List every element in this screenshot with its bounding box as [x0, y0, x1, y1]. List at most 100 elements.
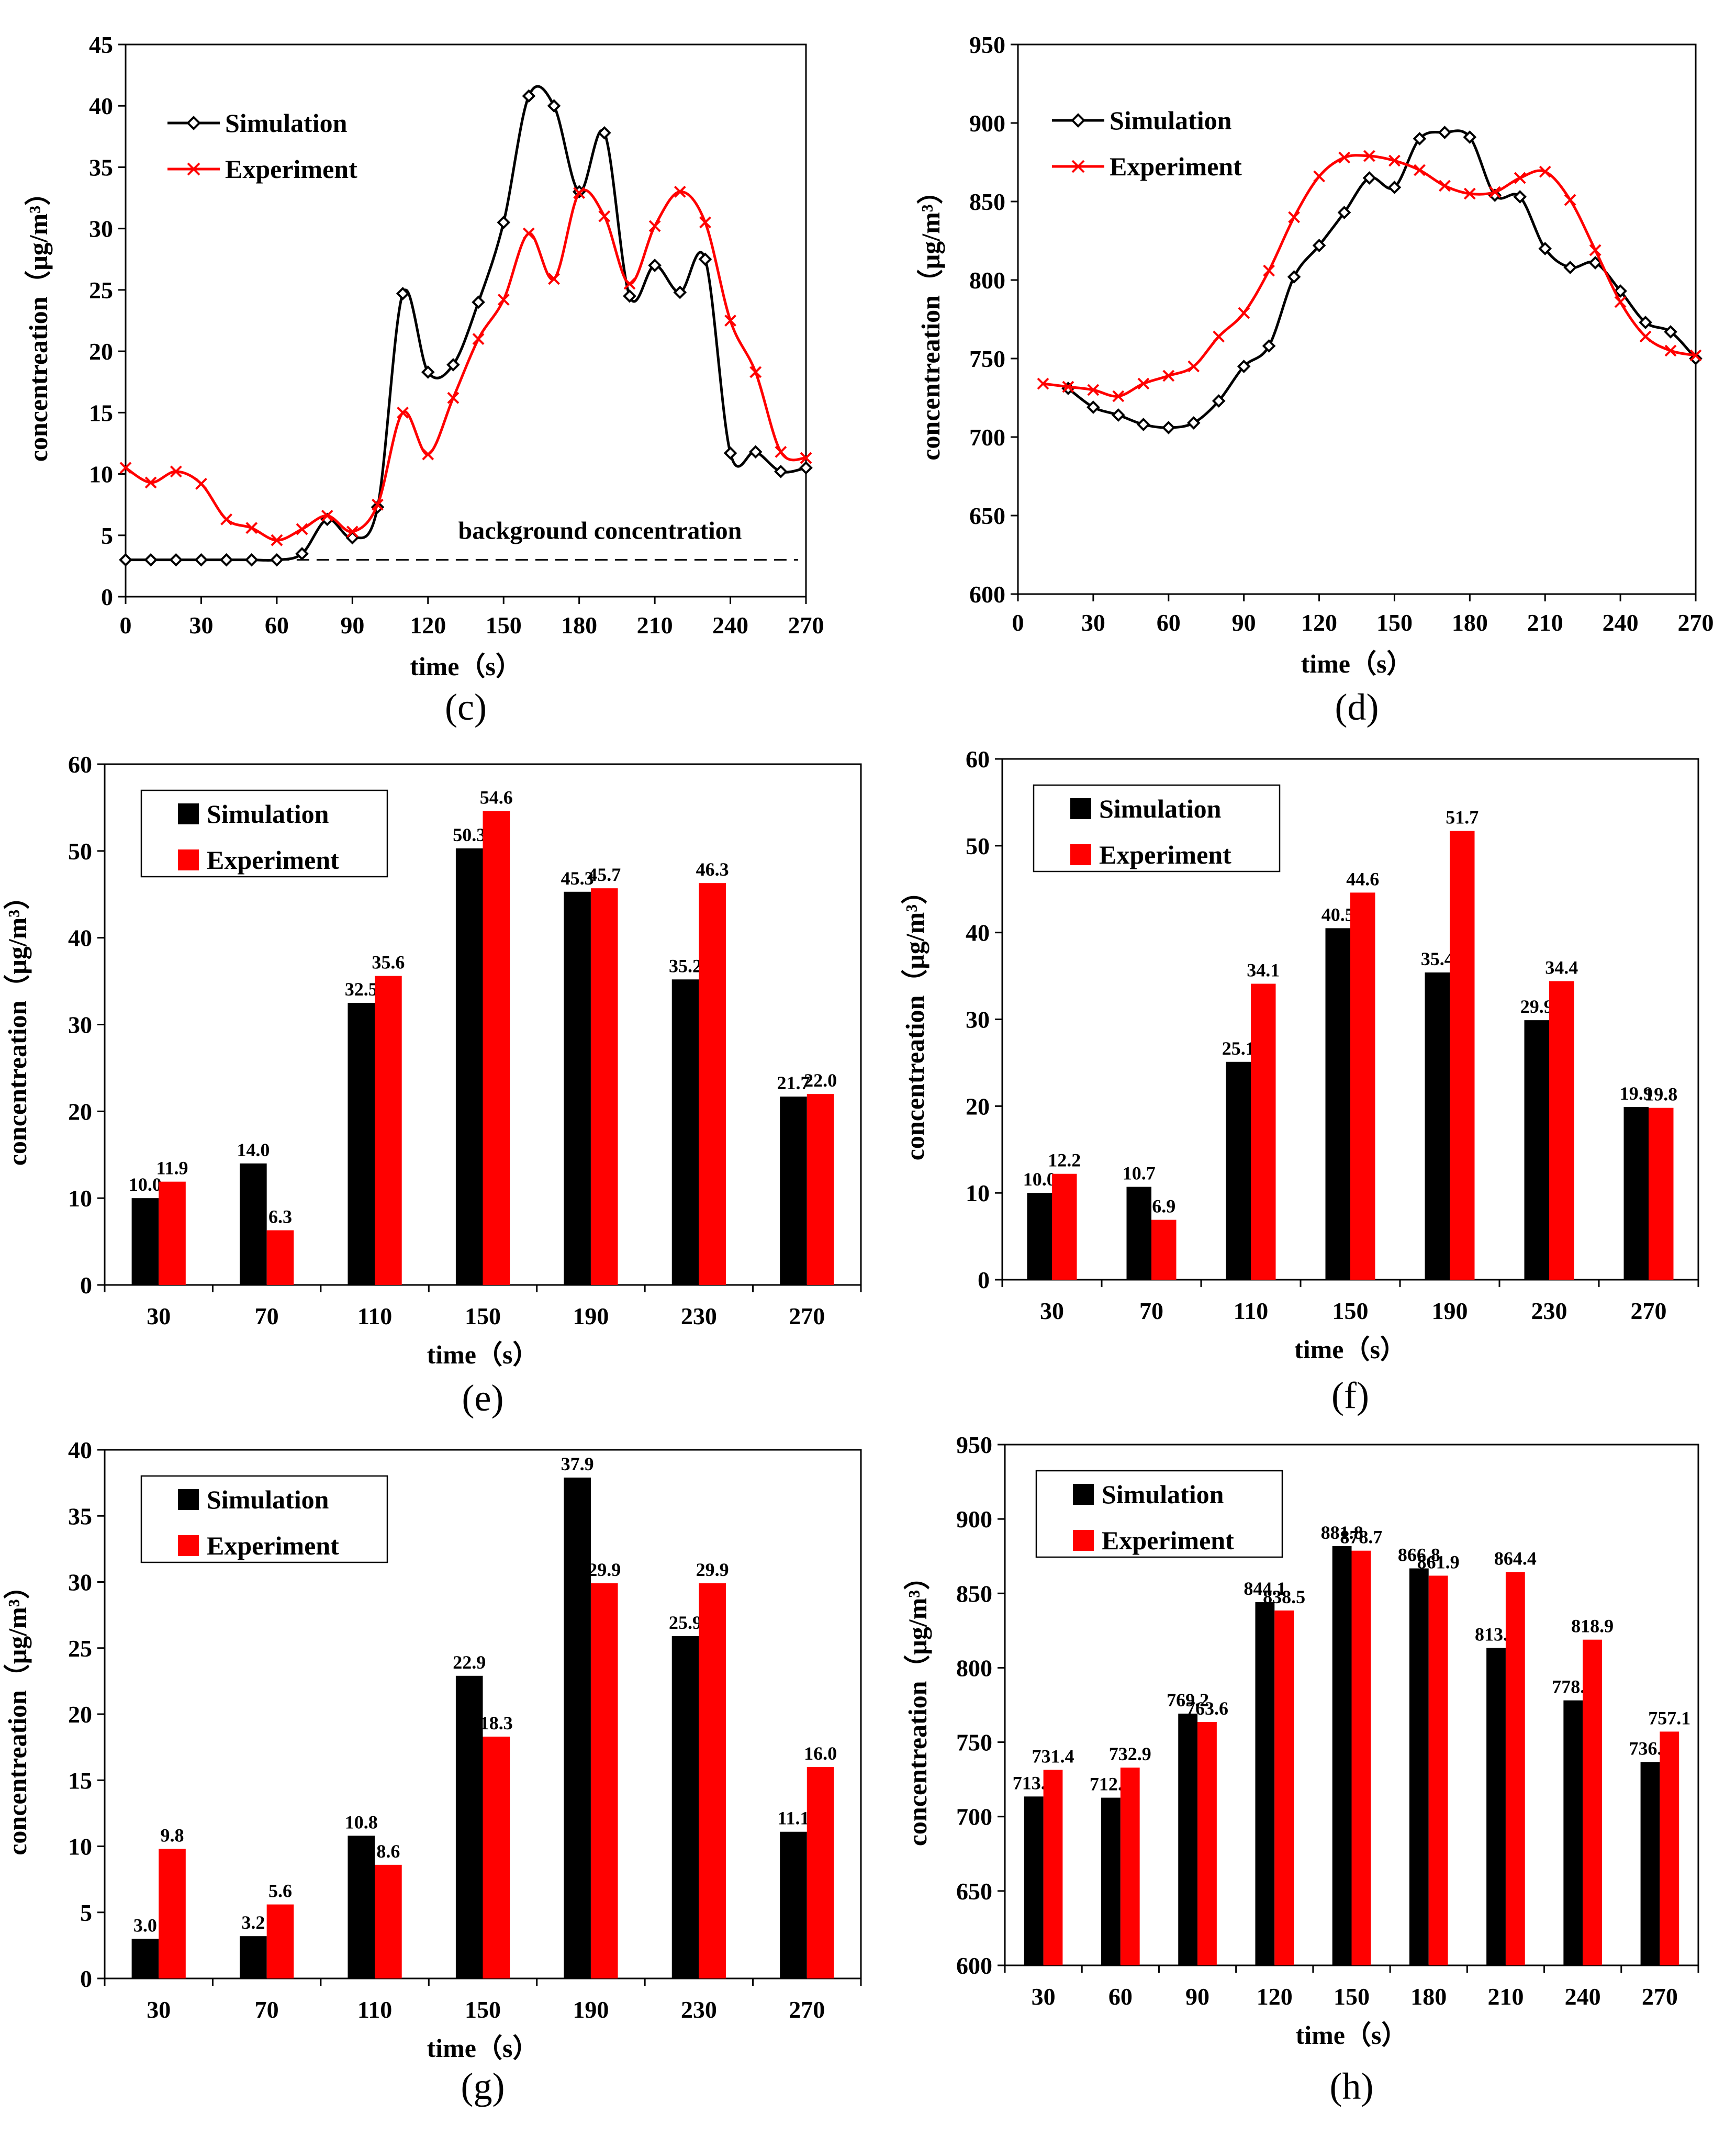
- y-tick-label-f: 50: [966, 833, 990, 859]
- legend-label-h-1: Experiment: [1102, 1526, 1234, 1555]
- data-point-d-1: [1689, 349, 1702, 362]
- x-tick-label-d: 180: [1452, 609, 1488, 636]
- data-point-d-1: [1162, 370, 1175, 382]
- data-label-g-0: 11.1: [777, 1808, 809, 1829]
- x-tick-label-h: 270: [1642, 1983, 1678, 2010]
- bar-e-1: [699, 883, 726, 1285]
- data-point-d-1: [1514, 172, 1526, 184]
- y-tick-label-d: 700: [969, 424, 1005, 451]
- data-point-c-1: [699, 216, 711, 229]
- legend-e: Simulation Experiment: [140, 789, 388, 878]
- bar-h-1: [1120, 1768, 1140, 1965]
- chart-e: 0 10 20 30 40 50 60 concentreation（μg/m³） time（s…: [3, 751, 862, 1419]
- plot-area-d: [1017, 43, 1697, 595]
- data-point-c-1: [144, 476, 157, 489]
- x-axis-label-h: time（s）: [1296, 2020, 1408, 2050]
- data-point-c-0: [169, 553, 183, 567]
- bar-g-1: [807, 1767, 834, 1978]
- y-tick-label-h: 850: [956, 1580, 992, 1607]
- x-tick-label-d: 120: [1301, 609, 1337, 636]
- legend-swatch-f-1: [1070, 844, 1091, 865]
- data-point-d-0: [1639, 316, 1652, 329]
- y-tick-label-f: 60: [966, 746, 990, 773]
- data-point-d-0: [1212, 394, 1226, 408]
- data-point-c-1: [346, 525, 359, 538]
- x-tick-label-c: 270: [788, 612, 824, 639]
- data-point-d-0: [1664, 325, 1677, 339]
- data-label-e-0: 32.5: [345, 979, 378, 1000]
- data-point-c-1: [397, 406, 409, 419]
- data-label-g-1: 29.9: [696, 1559, 729, 1580]
- bar-f-1: [1052, 1173, 1077, 1280]
- y-tick-label-c: 40: [89, 93, 113, 119]
- data-point-c-0: [219, 553, 233, 567]
- y-tick-label-d: 850: [969, 188, 1005, 215]
- y-tick-label-h: 950: [956, 1432, 992, 1458]
- data-point-c-0: [497, 216, 511, 229]
- data-point-d-1: [1589, 244, 1601, 256]
- plot-area-c: [125, 43, 807, 598]
- data-point-c-1: [220, 513, 233, 525]
- bar-h-0: [1101, 1797, 1121, 1965]
- data-point-d-1: [1238, 307, 1250, 319]
- x-tick-label-h: 180: [1410, 1983, 1447, 2010]
- x-tick-label-h: 240: [1565, 1983, 1601, 2010]
- y-tick-label-c: 15: [89, 399, 113, 426]
- x-tick-label-d: 210: [1527, 609, 1563, 636]
- data-label-f-1: 51.7: [1446, 807, 1479, 828]
- legend-label-c-0: Simulation: [225, 108, 348, 138]
- legend-label-f-1: Experiment: [1099, 840, 1231, 869]
- bar-g-1: [266, 1904, 294, 1978]
- data-point-d-0: [1087, 400, 1100, 414]
- data-label-e-1: 45.7: [588, 864, 621, 885]
- bar-f-0: [1226, 1061, 1251, 1280]
- y-tick-label-c: 10: [89, 461, 113, 488]
- panel-label-e: (e): [462, 1377, 504, 1419]
- data-point-d-1: [1062, 381, 1074, 393]
- x-axis-label-g: time（s）: [427, 2033, 539, 2063]
- data-point-c-0: [270, 553, 284, 567]
- y-tick-label-f: 0: [978, 1267, 990, 1293]
- x-tick-label-h: 60: [1108, 1983, 1133, 2010]
- data-point-c-1: [648, 220, 661, 232]
- data-point-d-0: [1161, 421, 1175, 434]
- x-tick-label-d: 240: [1603, 609, 1639, 636]
- data-label-e-0: 10.0: [129, 1174, 162, 1195]
- legend-g: Simulation Experiment: [140, 1475, 388, 1563]
- x-tick-label-h: 210: [1487, 1983, 1524, 2010]
- y-tick-label-f: 10: [966, 1180, 990, 1206]
- x-tick-label-e: 70: [255, 1303, 279, 1329]
- x-tick-label-c: 180: [561, 612, 597, 639]
- x-tick-label-d: 90: [1232, 609, 1256, 636]
- data-point-c-1: [271, 534, 283, 546]
- bar-h-0: [1178, 1713, 1198, 1965]
- x-tick-label-g: 70: [255, 1996, 279, 2023]
- data-point-d-0: [1186, 416, 1201, 430]
- y-tick-label-g: 15: [68, 1767, 92, 1794]
- data-point-d-0: [1237, 360, 1251, 373]
- data-point-c-0: [623, 289, 636, 303]
- bar-f-0: [1126, 1187, 1151, 1280]
- data-point-d-1: [1438, 180, 1451, 192]
- x-tick-label-c: 0: [120, 612, 132, 639]
- y-tick-label-c: 5: [101, 522, 113, 549]
- data-point-c-1: [522, 227, 535, 240]
- x-tick-label-c: 210: [637, 612, 673, 639]
- data-label-f-1: 19.8: [1644, 1084, 1677, 1105]
- data-point-d-1: [1413, 164, 1426, 176]
- data-point-d-0: [1287, 270, 1301, 284]
- data-point-c-0: [194, 553, 208, 567]
- data-point-c-0: [522, 89, 536, 103]
- x-tick-label-c: 90: [340, 612, 364, 639]
- data-label-e-0: 45.3: [561, 868, 594, 889]
- x-tick-label-e: 270: [789, 1303, 825, 1329]
- y-tick-label-c: 30: [89, 216, 113, 242]
- y-tick-label-g: 40: [68, 1437, 92, 1463]
- bar-g-1: [590, 1583, 618, 1978]
- data-point-c-0: [472, 295, 485, 309]
- x-tick-label-f: 150: [1332, 1298, 1369, 1324]
- data-label-f-1: 44.6: [1346, 868, 1379, 889]
- data-point-d-1: [1112, 390, 1125, 402]
- bar-h-1: [1351, 1550, 1371, 1965]
- y-tick-label-e: 10: [68, 1185, 92, 1212]
